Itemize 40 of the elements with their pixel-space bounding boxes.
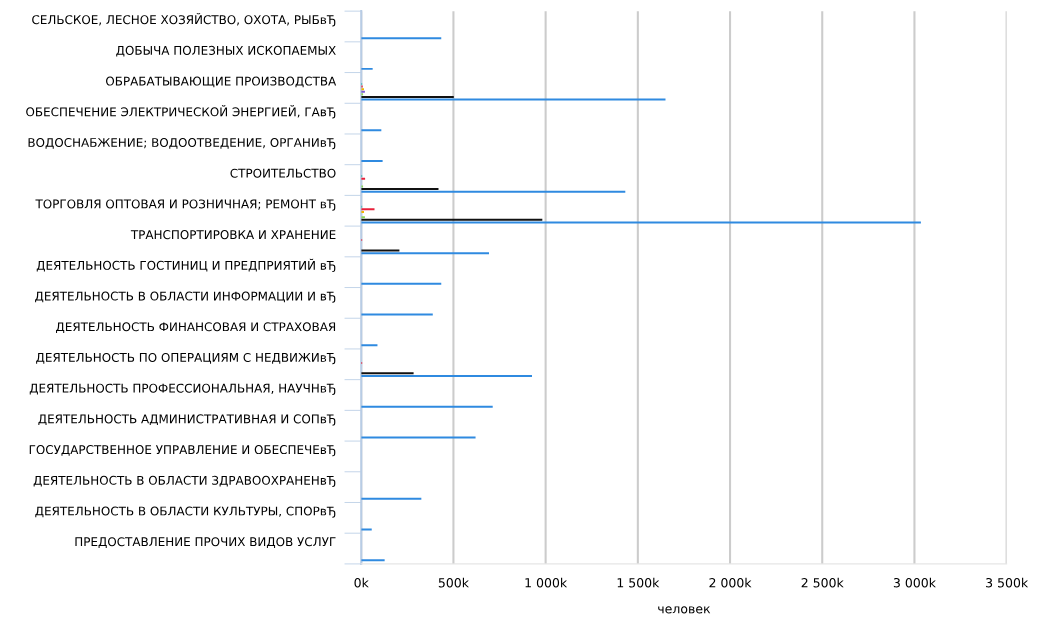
y-tick-label: ГОСУДАРСТВЕННОЕ УПРАВЛЕНИЕ И ОБЕСПЕЧЕвЂ (29, 445, 336, 457)
y-tick-label: ДЕЯТЕЛЬНОСТЬ В ОБЛАСТИ ИНФОРМАЦИИ И вЂ (35, 291, 336, 303)
bar (361, 221, 921, 224)
bar (361, 252, 490, 255)
x-tick-label: 0k (354, 577, 369, 588)
bar (361, 374, 532, 377)
x-tick-label: 1 000k (525, 577, 568, 588)
x-tick-label: 3 000k (893, 577, 936, 588)
bar (361, 405, 493, 408)
y-tick-label: СТРОИТЕЛЬСТВО (230, 168, 336, 178)
bar (361, 188, 439, 191)
bar (361, 208, 375, 211)
y-tick-label: ПРЕДОСТАВЛЕНИЕ ПРОЧИХ ВИДОВ УСЛУГ (75, 537, 336, 548)
x-tick-label: 1 500k (617, 577, 660, 588)
x-tick-label: 500k (438, 577, 469, 588)
bar (361, 190, 626, 193)
bar (361, 344, 378, 347)
y-tick-label: ДЕЯТЕЛЬНОСТЬ ПО ОПЕРАЦИЯМ С НЕДВИЖИвЂ (36, 352, 336, 365)
y-tick-label: ДЕЯТЕЛЬНОСТЬ АДМИНИСТРАТИВНАЯ И СОПвЂ (38, 414, 336, 426)
x-tick-label: 2 500k (801, 577, 844, 588)
y-tick-label: ДЕЯТЕЛЬНОСТЬ ПРОФЕССИОНАЛЬНАЯ, НАУЧНвЂ (29, 383, 336, 395)
y-tick-label: ДЕЯТЕЛЬНОСТЬ В ОБЛАСТИ ЗДРАВООХРАНЕНвЂ (33, 475, 336, 488)
bar (361, 218, 543, 221)
y-tick-label: ТРАНСПОРТИРОВКА И ХРАНЕНИЕ (130, 230, 336, 240)
y-tick-label: ВОДОСНАБЖЕНИЕ; ВОДООТВЕДЕНИЕ, ОРГАНИвЂ (28, 137, 336, 150)
y-tick-label: ДЕЯТЕЛЬНОСТЬ ФИНАНСОВАЯ И СТРАХОВАЯ (56, 322, 336, 333)
bar (361, 282, 442, 285)
x-axis-title: человек (658, 606, 711, 614)
y-tick-label: ДЕЯТЕЛЬНОСТЬ ГОСТИНИЦ И ПРЕДПРИЯТИЙ вЂ (36, 258, 336, 273)
y-tick-label: ОБЕСПЕЧЕНИЕ ЭЛЕКТРИЧЕСКОЙ ЭНЕРГИЕЙ, ГАвЂ (26, 105, 336, 119)
x-tick-label: 2 000k (709, 577, 752, 588)
bar (361, 249, 400, 252)
y-tick-label: ТОРГОВЛЯ ОПТОВАЯ И РОЗНИЧНАЯ; РЕМОНТ вЂ (35, 199, 336, 211)
bar (361, 372, 414, 375)
x-tick-label: 3 500k (986, 577, 1029, 588)
bar (361, 313, 433, 316)
y-tick-label: ОБРАБАТЫВАЮЩИЕ ПРОИЗВОДСТВА (106, 76, 337, 88)
y-tick-label: ДОБЫЧА ПОЛЕЗНЫХ ИСКОПАЕМЫХ (116, 45, 336, 57)
y-tick-label: СЕЛЬСКОЕ, ЛЕСНОЕ ХОЗЯЙСТВО, ОХОТА, РЫБвЂ (32, 12, 336, 27)
y-tick-label: ДЕЯТЕЛЬНОСТЬ В ОБЛАСТИ КУЛЬТУРЫ, СПОРвЂ (35, 506, 336, 518)
